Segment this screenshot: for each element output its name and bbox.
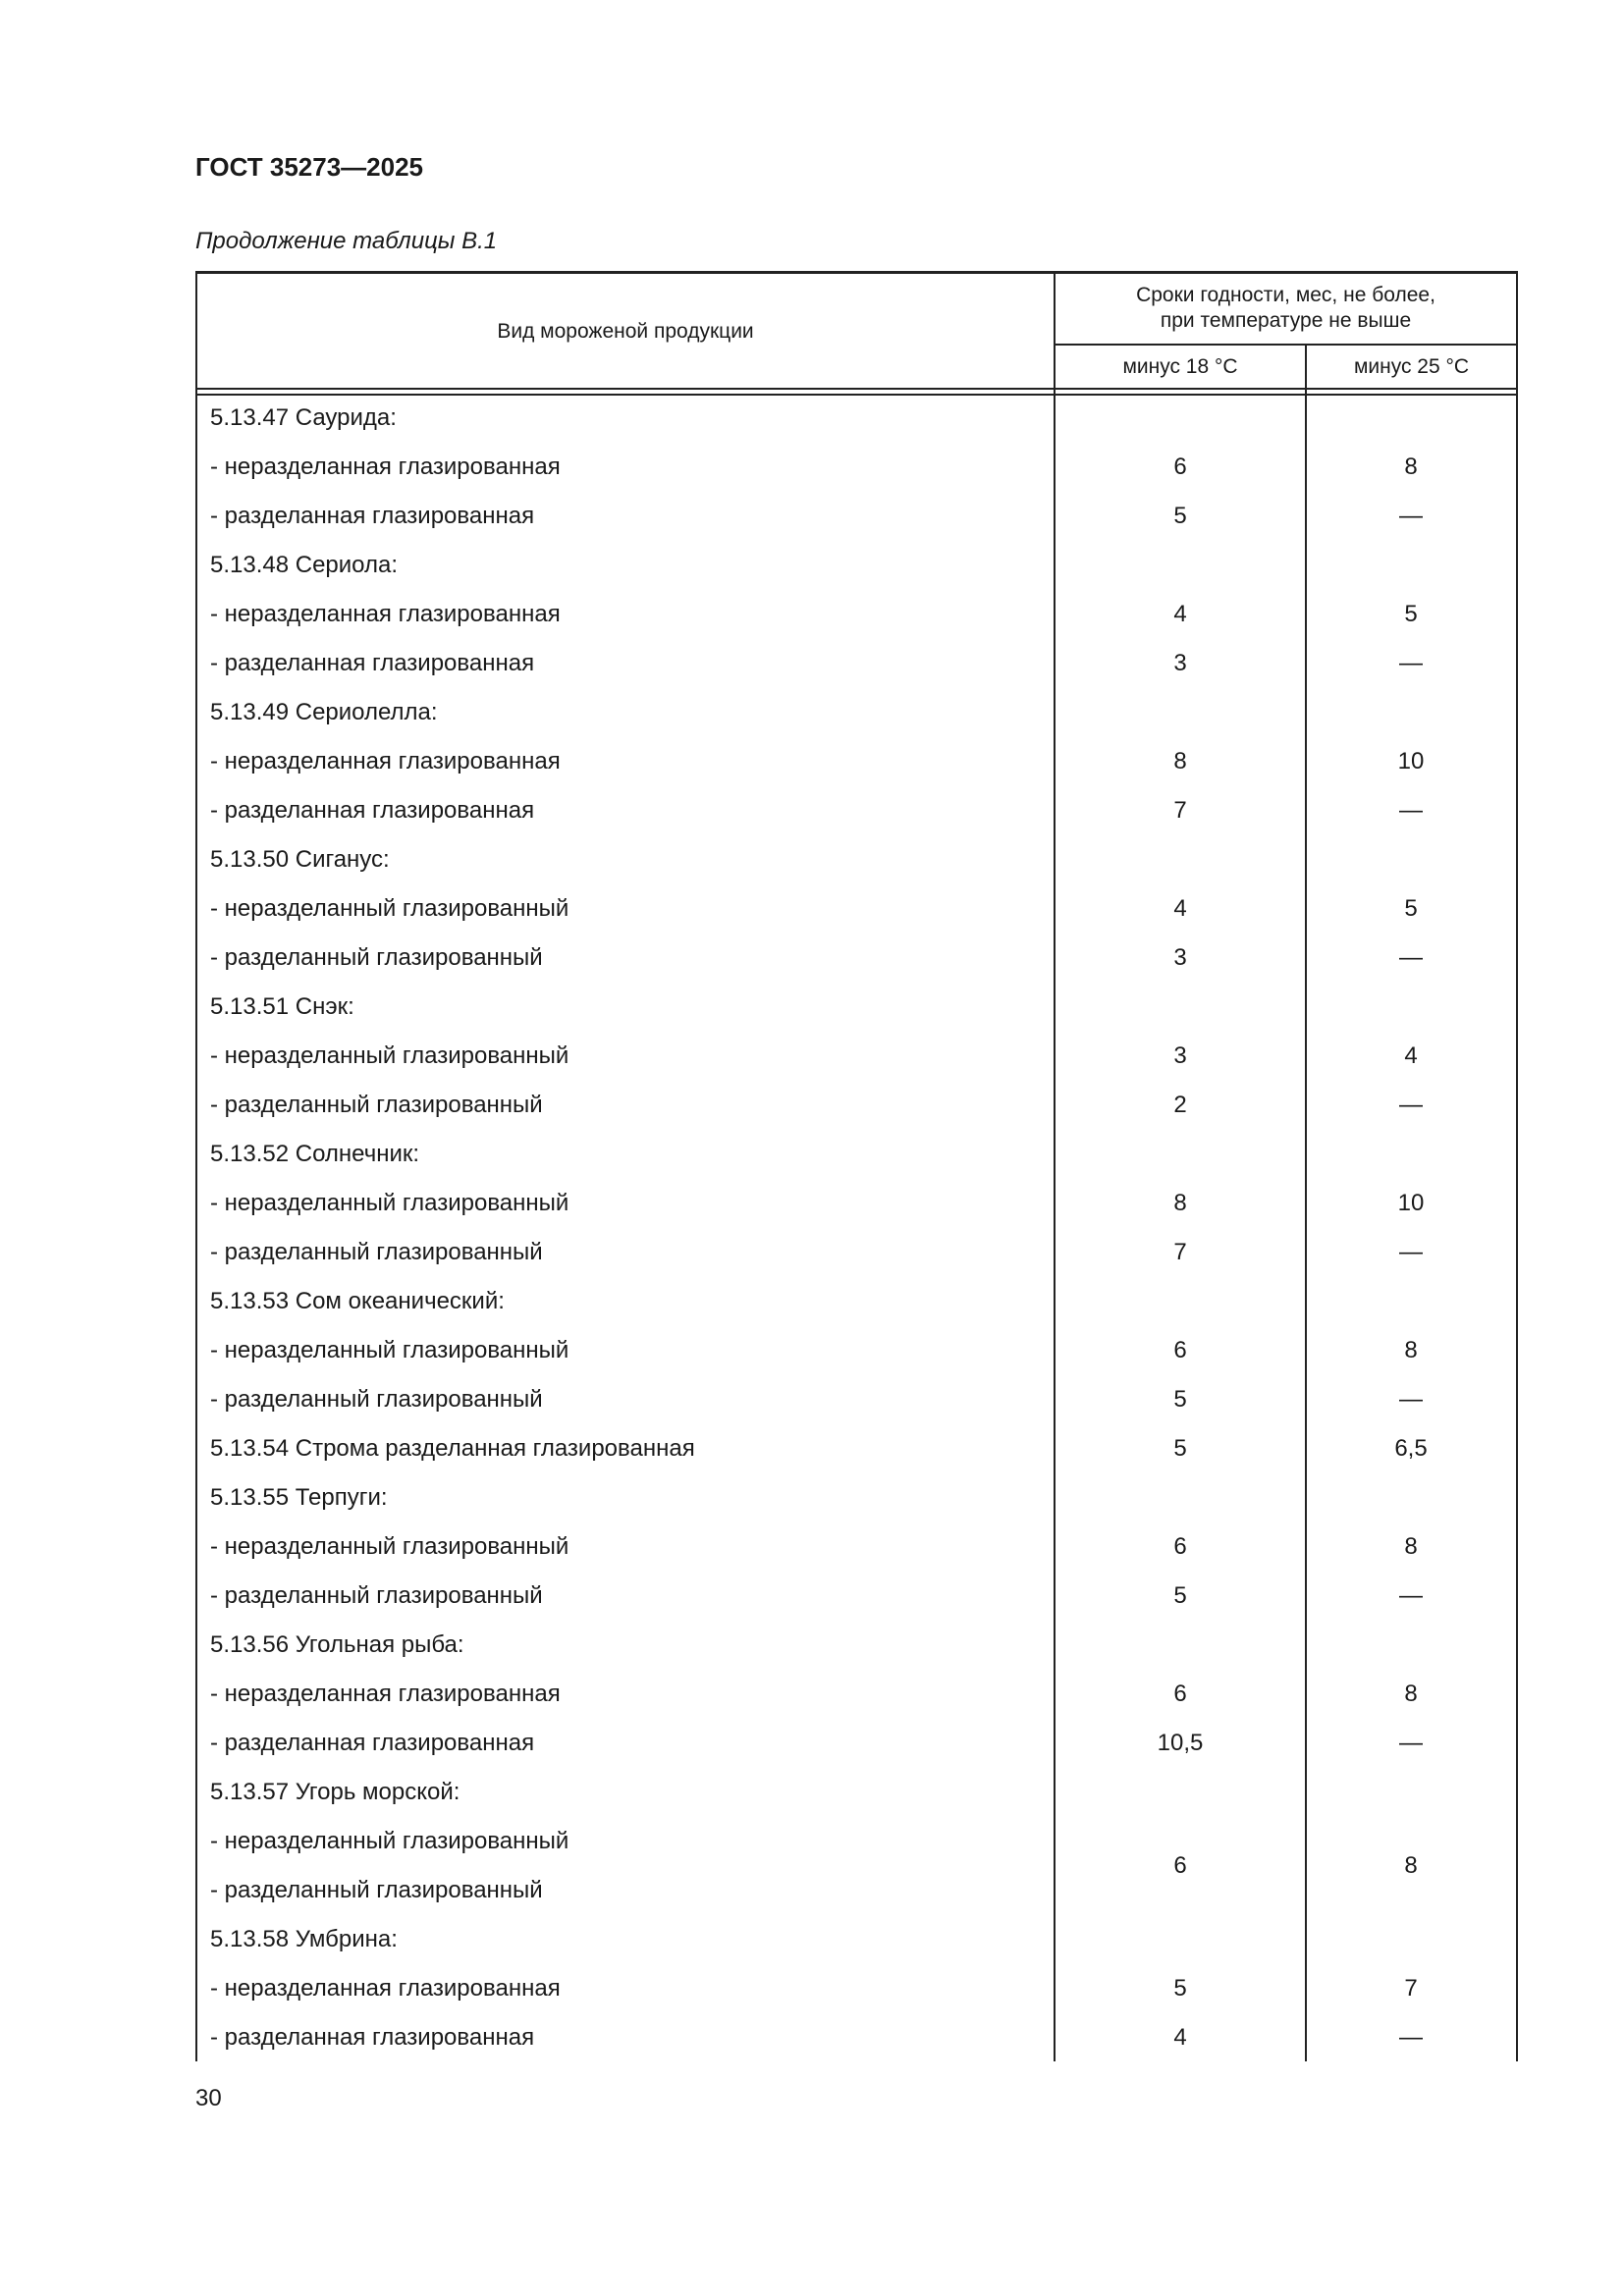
product-name: 5.13.52 Солнечник: (210, 1141, 420, 1167)
shelf-life-minus-25: 8 (1404, 1852, 1418, 1879)
product-name: - неразделанный глазированный (210, 1828, 569, 1854)
product-name: - неразделанный глазированный (210, 1533, 569, 1560)
product-name: - неразделанный глазированный (210, 1337, 569, 1363)
product-name: 5.13.49 Сериолелла: (210, 699, 438, 725)
shelf-life-minus-25: — (1399, 503, 1423, 529)
shelf-life-minus-18: 6 (1173, 1337, 1187, 1363)
product-name: 5.13.54 Строма разделанная глазированная (210, 1435, 695, 1462)
product-name: - разделанная глазированная (210, 1730, 535, 1756)
shelf-life-minus-18: 4 (1173, 2024, 1187, 2051)
shelf-life-minus-25: — (1399, 1582, 1423, 1609)
table-border-top (195, 271, 1518, 274)
shelf-life-minus-25: 8 (1404, 1533, 1418, 1560)
column-divider-1 (1054, 271, 1056, 2061)
shelf-life-minus-25: — (1399, 944, 1423, 971)
shelf-life-minus-18: 5 (1173, 1975, 1187, 2002)
product-name: - неразделанная глазированная (210, 454, 561, 480)
column-divider-2 (1305, 344, 1307, 2061)
header-bottom-line-2 (195, 394, 1518, 396)
shelf-life-minus-18: 2 (1173, 1092, 1187, 1118)
product-name: 5.13.53 Сом океанический: (210, 1288, 505, 1314)
shelf-life-minus-18: 6 (1173, 1852, 1187, 1879)
table-border-right (1516, 271, 1518, 2061)
document-code: ГОСТ 35273—2025 (195, 152, 423, 182)
product-name: - неразделанная глазированная (210, 748, 561, 774)
shelf-life-minus-18: 3 (1173, 650, 1187, 676)
page-number: 30 (195, 2085, 222, 2111)
shelf-life-minus-25: — (1399, 1730, 1423, 1756)
shelf-life-minus-18: 4 (1173, 895, 1187, 922)
shelf-life-minus-18: 4 (1173, 601, 1187, 627)
shelf-life-minus-25: — (1399, 797, 1423, 824)
shelf-life-minus-18: 6 (1173, 1681, 1187, 1707)
product-name: - неразделанная глазированная (210, 1681, 561, 1707)
product-name: - разделанная глазированная (210, 797, 535, 824)
table-caption: Продолжение таблицы В.1 (195, 228, 498, 254)
shelf-life-minus-18: 6 (1173, 1533, 1187, 1560)
shelf-life-minus-25: 5 (1404, 895, 1418, 922)
product-name: - разделанный глазированный (210, 1092, 543, 1118)
product-name: 5.13.55 Терпуги: (210, 1484, 388, 1511)
product-name: 5.13.58 Умбрина: (210, 1926, 398, 1952)
product-name: - неразделанный глазированный (210, 1042, 569, 1069)
shelf-life-minus-18: 5 (1173, 1582, 1187, 1609)
product-name: - разделанный глазированный (210, 1582, 543, 1609)
product-name: - разделанный глазированный (210, 1386, 543, 1413)
product-name: - разделанный глазированный (210, 1877, 543, 1903)
shelf-life-minus-25: 6,5 (1394, 1435, 1428, 1462)
shelf-life-minus-18: 5 (1173, 1435, 1187, 1462)
product-name: 5.13.47 Саурида: (210, 404, 397, 431)
shelf-life-minus-18: 6 (1173, 454, 1187, 480)
shelf-life-minus-25: — (1399, 1386, 1423, 1413)
shelf-life-minus-18: 7 (1173, 797, 1187, 824)
shelf-life-minus-25: 7 (1404, 1975, 1418, 2002)
shelf-life-minus-18: 5 (1173, 503, 1187, 529)
shelf-life-minus-18: 5 (1173, 1386, 1187, 1413)
header-subdivider (1054, 344, 1518, 346)
shelf-life-minus-25: — (1399, 1092, 1423, 1118)
header-product: Вид мороженой продукции (497, 320, 754, 343)
product-name: 5.13.50 Сиганус: (210, 846, 390, 873)
shelf-life-minus-25: — (1399, 2024, 1423, 2051)
shelf-life-minus-25: — (1399, 1239, 1423, 1265)
shelf-life-minus-25: 4 (1404, 1042, 1418, 1069)
header-shelf-life: Сроки годности, мес, не более, при темпе… (1136, 284, 1435, 332)
product-name: - разделанный глазированный (210, 944, 543, 971)
shelf-life-minus-25: — (1399, 650, 1423, 676)
shelf-life-minus-18: 8 (1173, 748, 1187, 774)
product-name: - неразделанная глазированная (210, 601, 561, 627)
product-name: 5.13.51 Снэк: (210, 993, 354, 1020)
shelf-life-minus-18: 3 (1173, 944, 1187, 971)
shelf-life-minus-18: 10,5 (1157, 1730, 1204, 1756)
header-minus-25: минус 25 °С (1353, 355, 1470, 378)
product-name: 5.13.57 Угорь морской: (210, 1779, 460, 1805)
product-name: - разделанный глазированный (210, 1239, 543, 1265)
shelf-life-minus-25: 10 (1397, 748, 1425, 774)
product-name: - неразделанный глазированный (210, 1190, 569, 1216)
header-minus-18: минус 18 °С (1122, 355, 1238, 378)
product-name: 5.13.56 Угольная рыба: (210, 1631, 464, 1658)
product-name: - неразделанный глазированный (210, 895, 569, 922)
shelf-life-minus-18: 7 (1173, 1239, 1187, 1265)
product-name: 5.13.48 Сериола: (210, 552, 399, 578)
product-name: - разделанная глазированная (210, 503, 535, 529)
shelf-life-minus-25: 5 (1404, 601, 1418, 627)
shelf-life-minus-25: 8 (1404, 1681, 1418, 1707)
shelf-life-minus-18: 8 (1173, 1190, 1187, 1216)
product-name: - неразделанная глазированная (210, 1975, 561, 2002)
shelf-life-minus-25: 8 (1404, 1337, 1418, 1363)
shelf-life-minus-25: 8 (1404, 454, 1418, 480)
product-name: - разделанная глазированная (210, 2024, 535, 2051)
shelf-life-minus-18: 3 (1173, 1042, 1187, 1069)
header-bottom-line-1 (195, 388, 1518, 390)
shelf-life-minus-25: 10 (1397, 1190, 1425, 1216)
table-border-left (195, 271, 197, 2061)
product-name: - разделанная глазированная (210, 650, 535, 676)
